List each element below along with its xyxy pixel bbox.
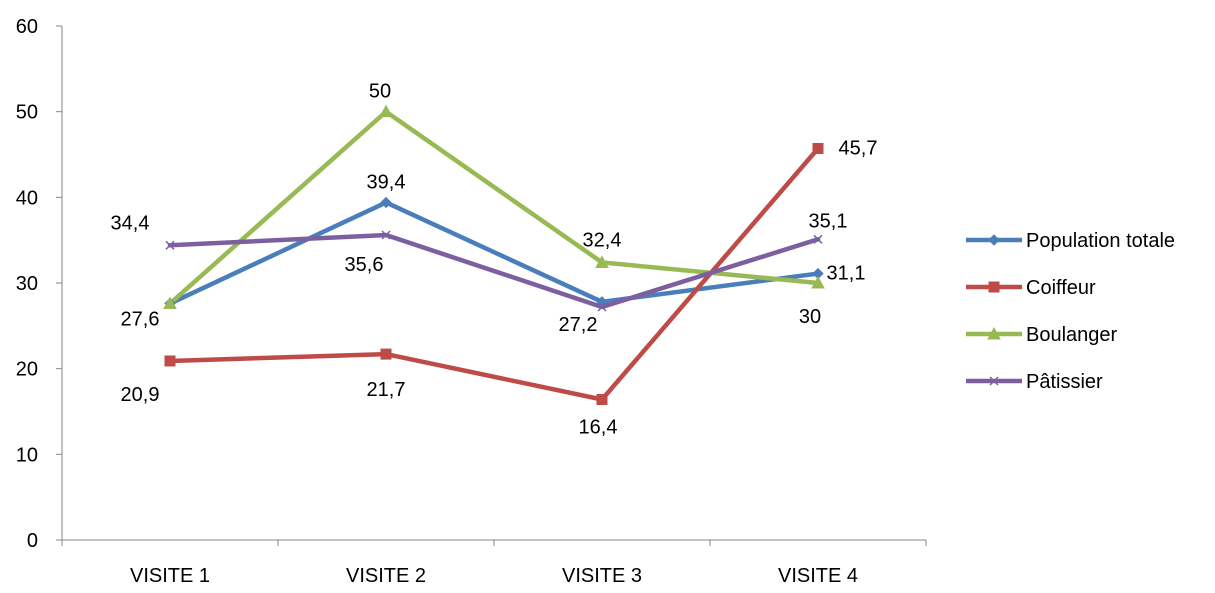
- data-point-patissier-stroke: [813, 234, 823, 244]
- x-tick-label: VISITE 1: [130, 565, 210, 587]
- y-tick-label: 10: [16, 444, 38, 466]
- data-point-population-totale: [380, 196, 392, 209]
- data-point-patissier: [381, 230, 391, 240]
- data-label-boulanger: 50: [369, 81, 391, 103]
- y-tick-label: 0: [27, 530, 38, 552]
- data-point-coiffeur: [812, 143, 824, 155]
- chart-axes: 0 10 20 30 40 50 60 VISITE 1 VISITE 2 VISITE 3 VIS…: [16, 16, 927, 587]
- legend-marker-population-totale: [988, 234, 1000, 246]
- y-tick-label: 40: [16, 187, 38, 209]
- chart-legend: Population totale Coiffeur Boulanger Pâtiss…: [966, 230, 1175, 393]
- legend-marker-boulanger: [987, 326, 1001, 340]
- data-label-population-totale: 27,6: [121, 309, 160, 331]
- data-point-patissier-stroke: [165, 240, 175, 250]
- legend-label-population-totale: Population totale: [1026, 230, 1175, 252]
- data-label-coiffeur: 16,4: [579, 417, 618, 439]
- data-label-patissier: 34,4: [111, 212, 150, 234]
- data-point-patissier-stroke: [381, 230, 391, 240]
- data-labels: 27,6 39,4 31,1 20,9 21,7 16,4 45,7 50 32,4 30 34,4…: [111, 81, 878, 439]
- data-point-coiffeur: [596, 394, 608, 406]
- legend-item-population-totale: Population totale: [966, 230, 1175, 252]
- x-tick-label: VISITE 3: [562, 565, 642, 587]
- data-point-boulanger: [811, 275, 825, 289]
- legend-item-coiffeur: Coiffeur: [966, 277, 1096, 299]
- y-tick-label: 30: [16, 273, 38, 295]
- data-point-coiffeur: [164, 355, 176, 367]
- data-label-population-totale: 39,4: [367, 171, 406, 193]
- x-tick-label: VISITE 2: [346, 565, 426, 587]
- data-point-boulanger: [595, 255, 609, 268]
- series-line-patissier: [167, 232, 821, 310]
- data-point-patissier-stroke: [597, 302, 607, 312]
- y-tick-label: 20: [16, 359, 38, 381]
- series-line-boulanger: [167, 109, 821, 306]
- data-label-coiffeur: 45,7: [839, 138, 878, 160]
- data-label-coiffeur: 21,7: [367, 379, 406, 401]
- legend-label-coiffeur: Coiffeur: [1026, 277, 1096, 299]
- data-label-population-totale: 31,1: [827, 263, 866, 285]
- y-tick-label: 50: [16, 102, 38, 124]
- x-tick-label: VISITE 4: [778, 565, 858, 587]
- legend-label-patissier: Pâtissier: [1026, 371, 1103, 393]
- data-point-patissier: [813, 234, 823, 244]
- data-label-boulanger: 30: [799, 306, 821, 328]
- data-label-patissier: 27,2: [559, 314, 598, 336]
- series-line-population-totale: [167, 200, 821, 306]
- data-point-boulanger: [379, 104, 393, 118]
- data-label-coiffeur: 20,9: [121, 384, 160, 406]
- legend-item-boulanger: Boulanger: [966, 324, 1118, 346]
- data-point-coiffeur: [380, 348, 392, 360]
- data-label-boulanger: 32,4: [583, 229, 622, 251]
- series-lines: [167, 109, 821, 402]
- legend-item-patissier: Pâtissier: [966, 371, 1103, 393]
- legend-marker-coiffeur: [988, 281, 1000, 293]
- legend-label-boulanger: Boulanger: [1026, 324, 1118, 346]
- series-markers: [163, 104, 825, 406]
- data-label-patissier: 35,6: [345, 254, 384, 276]
- legend-marker-patissier: [989, 376, 999, 386]
- data-point-boulanger: [163, 296, 177, 310]
- legend-marker-patissier-stroke: [989, 376, 999, 386]
- y-tick-label: 60: [16, 16, 38, 38]
- data-label-patissier: 35,1: [809, 210, 848, 232]
- data-point-patissier: [597, 302, 607, 312]
- data-point-patissier: [165, 240, 175, 250]
